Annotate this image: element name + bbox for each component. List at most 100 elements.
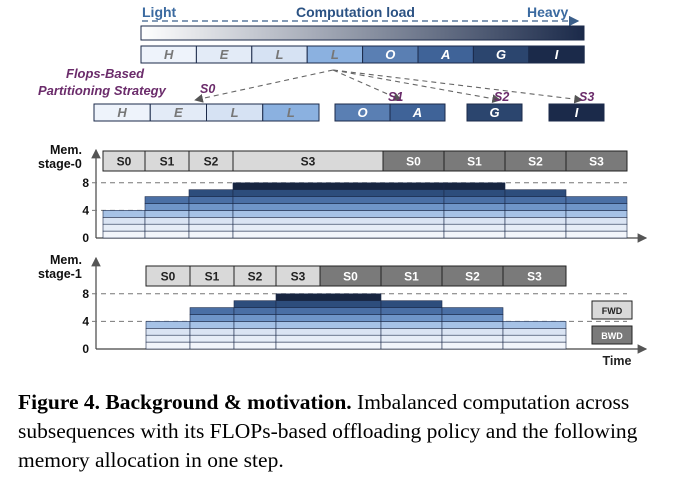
stage0-memory-block (232, 203, 445, 211)
load-gradient-bar (140, 25, 585, 41)
stage0-memory-block (232, 223, 445, 232)
stage1-memory-block (275, 327, 382, 336)
stage0-memory-block (144, 223, 190, 232)
stage-token-letter: G (489, 105, 499, 120)
token-letter: L (276, 47, 284, 62)
stage0-tick-label: 0 (82, 231, 89, 245)
stage1-memory-block (441, 334, 504, 343)
bwd-legend-box (591, 325, 633, 345)
stage1-memory-block (275, 314, 382, 322)
stage0-task-label: S3 (589, 155, 604, 169)
stage0-task-label: S1 (467, 155, 482, 169)
computation-load-label: Computation load (296, 4, 415, 20)
stage1-memory-block (189, 307, 235, 315)
stage-name-label: S0 (200, 82, 215, 96)
stage1-task-box (502, 265, 567, 287)
stage0-memory-block (144, 196, 190, 204)
strategy-label-line2: Partitioning Strategy (38, 83, 167, 98)
stage1-memory-block (189, 314, 235, 322)
stage1-task-label: S2 (465, 270, 480, 284)
stage1-memory-block (275, 334, 382, 343)
stage0-memory-block (232, 182, 445, 191)
stage0-memory-block (188, 203, 234, 211)
partition-arrow (332, 69, 403, 101)
stage1-memory-block (380, 307, 443, 315)
stage0-memory-block (565, 230, 628, 239)
stage0-memory-block (565, 196, 628, 204)
fwd-legend-box (591, 300, 633, 320)
token-letter: O (385, 47, 395, 62)
stage0-task-label: S0 (117, 155, 132, 169)
stage0-memory-block (565, 210, 628, 218)
stage0-memory-block (144, 203, 190, 211)
stage0-memory-block (102, 223, 146, 232)
stage1-task-label: S1 (205, 270, 220, 284)
stage0-memory-block (565, 223, 628, 232)
stage1-memory-block (441, 321, 504, 329)
stage0-memory-block (188, 210, 234, 218)
stage0-memory-block (188, 196, 234, 204)
stage1-memory-block (233, 300, 277, 308)
bwd-legend-label: BWD (601, 331, 623, 341)
stage-token-letter: L (287, 105, 295, 120)
token-letter: H (164, 47, 174, 62)
stage1-memory-block (275, 307, 382, 315)
stage0-memory-block (504, 210, 567, 218)
stage1-memory-block (233, 341, 277, 350)
light-label: Light (142, 4, 177, 20)
stage0-tick-label: 4 (82, 203, 89, 217)
stage1-memory-block (441, 341, 504, 350)
stage-token-letter: E (174, 105, 183, 120)
stage-name-label: S1 (388, 90, 403, 104)
stage0-memory-block (565, 217, 628, 225)
stage0-memory-block (188, 217, 234, 225)
stage1-memory-block (233, 307, 277, 315)
stage1-memory-block (189, 334, 235, 343)
stage1-task-label: S3 (291, 270, 306, 284)
stage1-memory-block (233, 321, 277, 329)
stage1-memory-block (275, 293, 382, 301)
stage1-memory-block (233, 314, 277, 322)
stage1-memory-block (145, 341, 191, 350)
partition-arrow (194, 69, 334, 103)
stage0-memory-block (443, 182, 506, 191)
stage1-memory-block (145, 321, 191, 329)
stage-token-box (466, 103, 523, 122)
stage0-memory-block (504, 223, 567, 232)
stage0-memory-block (188, 223, 234, 232)
stage0-memory-block (144, 210, 190, 218)
stage0-memory-block (102, 230, 146, 239)
stage0-task-label: S2 (528, 155, 543, 169)
figure-caption: Figure 4. Background & motivation. Imbal… (18, 388, 676, 475)
stage0-memory-block (188, 189, 234, 197)
stage-token-letter: H (117, 105, 127, 120)
stage1-memory-block (441, 307, 504, 315)
token-letter: I (555, 47, 559, 62)
stage1-memory-block (233, 327, 277, 336)
partitioning-strategy: H E L L S0 O A S1 GS2 IS3 (93, 69, 605, 122)
stage0-task-label: S1 (160, 155, 175, 169)
stage1-memory-block (441, 327, 504, 336)
stage1-timeline: 0 4 8 S0 S1 S2 S3 S0 S1 S2 S3 (82, 256, 648, 356)
stage-token-box (389, 103, 446, 122)
stage1-memory-block (502, 327, 567, 336)
stage0-memory-block (102, 217, 146, 225)
stage1-task-label: S2 (248, 270, 263, 284)
stage0-memory-block (443, 210, 506, 218)
stage0-memory-block (232, 230, 445, 239)
stage1-stage-label: stage-1 (38, 267, 82, 281)
stage1-task-label: S1 (404, 270, 419, 284)
stage-name-label: S2 (494, 90, 509, 104)
stage0-mem-label: Mem. (50, 143, 82, 157)
stage0-memory-block (443, 230, 506, 239)
stage-token-letter: O (357, 105, 367, 120)
stage0-memory-block (102, 210, 146, 218)
stage1-memory-block (380, 334, 443, 343)
stage0-tick-label: 8 (82, 176, 89, 190)
stage1-memory-block (502, 341, 567, 350)
stage-token-box (262, 103, 320, 122)
stage-token-box (548, 103, 605, 122)
stage1-memory-block (189, 321, 235, 329)
stage0-memory-block (144, 230, 190, 239)
stage-token-letter: L (231, 105, 239, 120)
